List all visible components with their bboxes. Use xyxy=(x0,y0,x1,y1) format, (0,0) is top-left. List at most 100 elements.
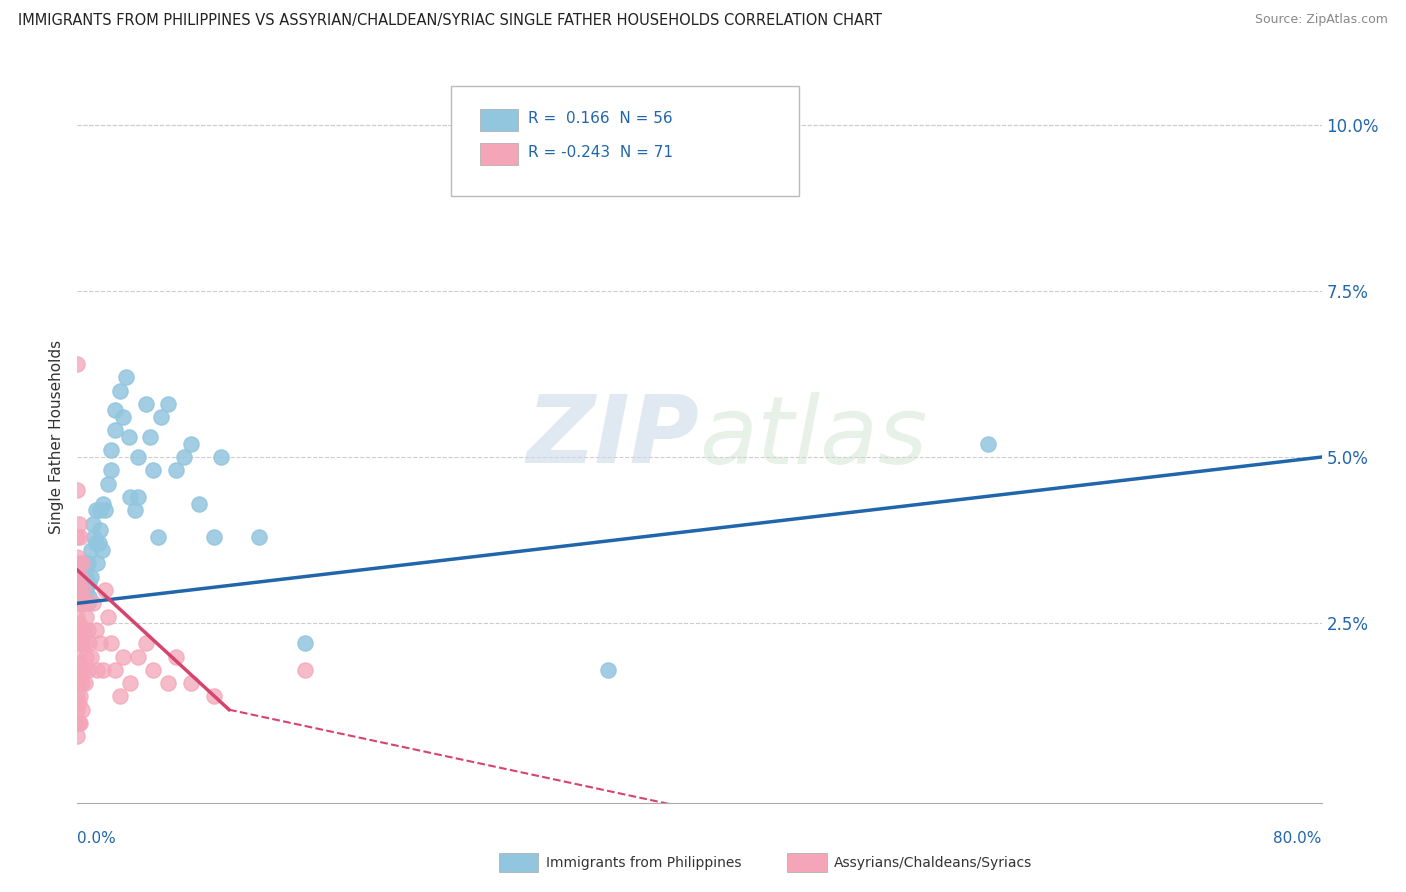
Point xyxy=(69,596,91,610)
Point xyxy=(70,596,93,610)
Point xyxy=(84,536,107,550)
Point xyxy=(115,370,138,384)
Text: Source: ZipAtlas.com: Source: ZipAtlas.com xyxy=(1254,13,1388,27)
Point xyxy=(249,530,271,544)
Point xyxy=(73,676,96,690)
Point xyxy=(165,649,187,664)
Point xyxy=(79,636,101,650)
Point xyxy=(66,549,89,564)
Point xyxy=(69,530,91,544)
Bar xyxy=(481,143,517,165)
Point xyxy=(72,623,94,637)
Point xyxy=(157,397,180,411)
Point xyxy=(180,676,202,690)
FancyBboxPatch shape xyxy=(451,86,799,195)
Text: 80.0%: 80.0% xyxy=(1274,831,1322,846)
Point xyxy=(202,690,225,704)
Point xyxy=(135,397,157,411)
Point xyxy=(173,450,195,464)
Point xyxy=(72,663,94,677)
Bar xyxy=(481,110,517,131)
Point xyxy=(84,623,107,637)
Point xyxy=(142,463,165,477)
Point xyxy=(89,636,111,650)
Point xyxy=(124,503,146,517)
Point xyxy=(146,530,169,544)
Point xyxy=(104,424,127,438)
Text: R =  0.166  N = 56: R = 0.166 N = 56 xyxy=(527,112,672,127)
Point xyxy=(91,497,114,511)
Point xyxy=(90,543,112,558)
Point xyxy=(108,384,131,398)
Point xyxy=(67,656,90,670)
Point xyxy=(67,716,90,731)
Point xyxy=(66,357,89,371)
Point xyxy=(66,636,89,650)
Point xyxy=(66,703,89,717)
Point xyxy=(66,623,89,637)
Point xyxy=(977,436,1000,450)
Point xyxy=(211,450,233,464)
Point xyxy=(73,576,96,591)
Point xyxy=(598,663,620,677)
Point xyxy=(82,516,104,531)
Point xyxy=(67,563,90,577)
Point xyxy=(118,430,141,444)
Point xyxy=(69,623,91,637)
Point xyxy=(70,557,93,571)
Text: ZIP: ZIP xyxy=(527,391,700,483)
Point xyxy=(120,676,142,690)
Point xyxy=(70,596,93,610)
Point xyxy=(142,663,165,677)
Point xyxy=(294,663,316,677)
Point xyxy=(77,596,100,610)
Text: 0.0%: 0.0% xyxy=(77,831,117,846)
Point xyxy=(70,703,93,717)
Point xyxy=(87,536,110,550)
Text: Assyrians/Chaldeans/Syriacs: Assyrians/Chaldeans/Syriacs xyxy=(834,855,1032,870)
Point xyxy=(157,676,180,690)
Point xyxy=(75,582,97,597)
Point xyxy=(67,516,90,531)
Point xyxy=(67,596,90,610)
Point xyxy=(86,557,108,571)
Point xyxy=(66,530,89,544)
Point xyxy=(127,649,149,664)
Point xyxy=(139,430,162,444)
Point xyxy=(69,582,91,597)
Text: Immigrants from Philippines: Immigrants from Philippines xyxy=(546,855,741,870)
Point xyxy=(180,436,202,450)
Point xyxy=(77,623,100,637)
Point xyxy=(83,530,105,544)
Point xyxy=(73,636,96,650)
Point xyxy=(97,476,120,491)
Point xyxy=(75,570,97,584)
Point xyxy=(120,490,142,504)
Point xyxy=(84,503,107,517)
Point xyxy=(73,596,96,610)
Point xyxy=(66,609,89,624)
Point xyxy=(66,570,89,584)
Point xyxy=(187,497,209,511)
Point xyxy=(127,450,149,464)
Point xyxy=(89,503,111,517)
Point xyxy=(91,663,114,677)
Point xyxy=(72,582,94,597)
Point xyxy=(294,636,316,650)
Point xyxy=(73,563,96,577)
Point xyxy=(100,463,122,477)
Point xyxy=(75,649,97,664)
Point xyxy=(67,616,90,631)
Point xyxy=(100,443,122,458)
Point xyxy=(80,570,103,584)
Point xyxy=(104,403,127,417)
Point xyxy=(97,609,120,624)
Point xyxy=(66,582,89,597)
Point xyxy=(72,570,94,584)
Point xyxy=(80,649,103,664)
Point xyxy=(66,690,89,704)
Point xyxy=(66,483,89,498)
Point xyxy=(67,636,90,650)
Point xyxy=(108,690,131,704)
Text: atlas: atlas xyxy=(700,392,928,483)
